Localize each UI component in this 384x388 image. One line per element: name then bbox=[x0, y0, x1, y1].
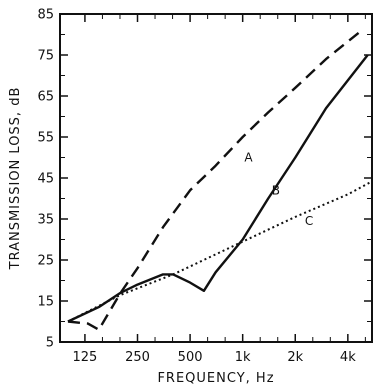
y-tick-label: 45 bbox=[37, 172, 54, 187]
series-a-line bbox=[67, 29, 363, 331]
series-c-line bbox=[67, 181, 372, 323]
curve-label-a: A bbox=[244, 151, 253, 165]
y-tick-label: 35 bbox=[37, 213, 54, 228]
y-tick-label: 85 bbox=[37, 8, 54, 23]
y-tick-label: 5 bbox=[46, 336, 54, 351]
curve-labels: A B C bbox=[244, 151, 313, 229]
x-tick-label: 1k bbox=[235, 350, 251, 365]
x-tick-label: 125 bbox=[73, 350, 98, 365]
curve-label-b: B bbox=[272, 183, 280, 197]
y-axis-title: TRANSMISSION LOSS, dB bbox=[8, 87, 23, 271]
series-b-line bbox=[67, 54, 369, 323]
series-layer bbox=[67, 29, 372, 331]
x-tick-label: 2k bbox=[287, 350, 303, 365]
y-tick-label: 25 bbox=[37, 254, 54, 269]
x-tick-label: 250 bbox=[125, 350, 150, 365]
x-tick-label: 4k bbox=[340, 350, 356, 365]
x-tick-label: 500 bbox=[178, 350, 203, 365]
x-axis: 125 250 500 1k 2k 4k bbox=[73, 14, 366, 365]
y-tick-label: 65 bbox=[37, 90, 54, 105]
y-tick-label: 75 bbox=[37, 49, 54, 64]
y-axis: 5 15 25 35 45 55 65 75 85 bbox=[37, 8, 372, 351]
y-tick-label: 15 bbox=[37, 295, 54, 310]
curve-label-c: C bbox=[305, 214, 313, 228]
y-tick-label: 55 bbox=[37, 131, 54, 146]
plot-frame bbox=[59, 13, 373, 343]
x-axis-title: FREQUENCY, Hz bbox=[157, 371, 274, 386]
